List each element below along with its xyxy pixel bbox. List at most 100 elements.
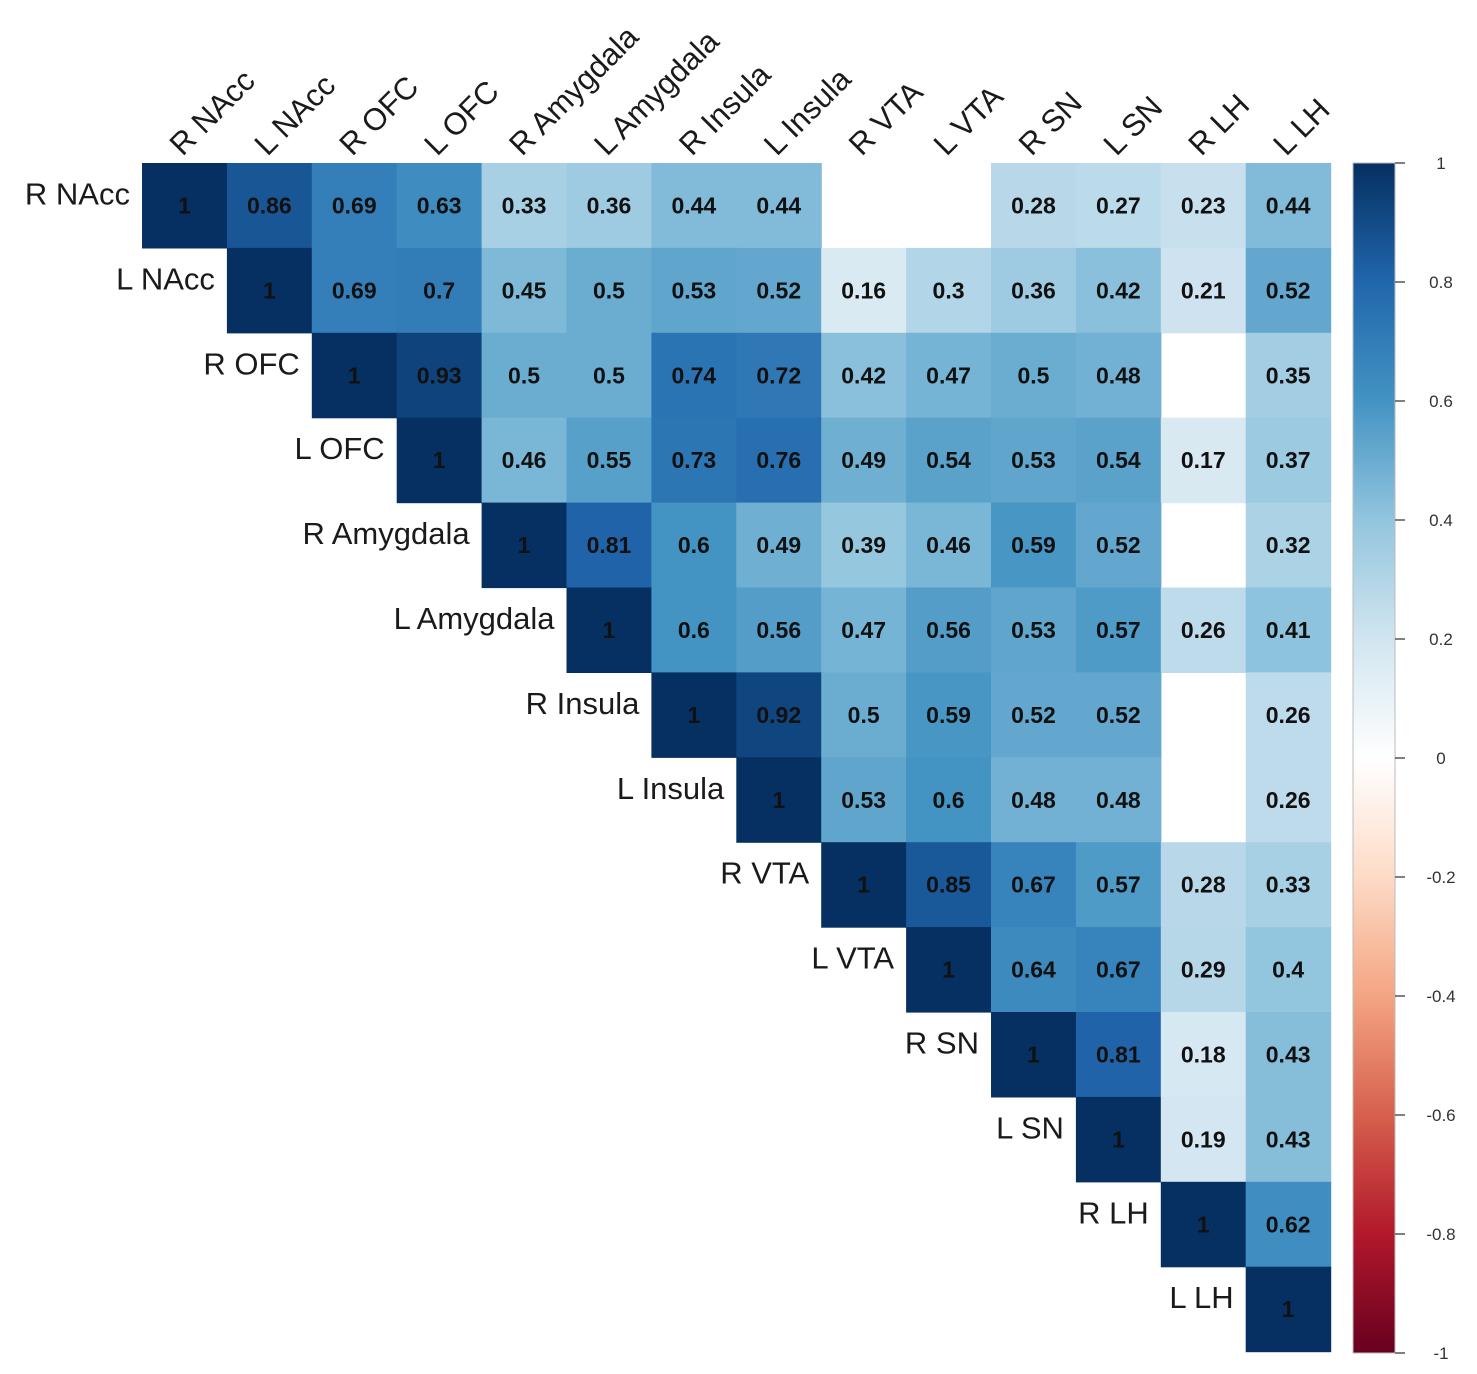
cell-label-l-amygdala-l-amygdala: 1 <box>603 617 616 643</box>
cell-label-l-ofc-r-sn: 0.53 <box>1011 447 1056 473</box>
heatmap-cells <box>142 163 1332 1353</box>
cell-l-vta-r-sn <box>991 927 1077 1013</box>
cell-r-amygdala-r-sn <box>991 502 1077 589</box>
row-label-l-vta: L VTA <box>811 941 894 976</box>
cell-label-r-nacc-l-amygdala: 0.36 <box>587 192 632 218</box>
cell-l-amygdala-l-insula <box>736 587 822 673</box>
cell-label-l-sn-r-lh: 0.19 <box>1181 1126 1226 1152</box>
cell-label-l-amygdala-l-lh: 0.41 <box>1266 617 1311 643</box>
cell-r-nacc-r-sn <box>991 163 1077 249</box>
cell-label-r-amygdala-l-amygdala: 0.81 <box>587 532 632 558</box>
cell-label-l-lh-l-lh: 1 <box>1282 1296 1295 1322</box>
cell-r-amygdala-l-sn <box>1075 502 1162 589</box>
cell-r-vta-r-sn <box>991 842 1077 928</box>
cell-r-lh-l-lh <box>1245 1181 1332 1268</box>
cell-l-ofc-l-vta <box>906 417 992 504</box>
cell-label-r-amygdala-r-amygdala: 1 <box>518 532 531 558</box>
cell-label-r-ofc-l-amygdala: 0.5 <box>593 362 625 388</box>
cell-r-amygdala-r-insula <box>651 502 737 589</box>
cell-r-insula-r-vta <box>821 672 907 758</box>
colorbar-tick-label: 0.6 <box>1429 392 1453 411</box>
cell-l-nacc-r-lh <box>1160 247 1247 334</box>
cell-r-ofc-l-vta <box>906 332 992 419</box>
cell-label-l-insula-r-sn: 0.48 <box>1011 787 1056 813</box>
cell-label-r-ofc-r-vta: 0.42 <box>841 362 886 388</box>
colorbar: 1 0.8 0.6 0.4 0.2 0 -0.2 -0.4 -0.6 -0.8 -1 <box>1352 154 1456 1363</box>
cell-r-nacc-l-nacc <box>226 163 313 249</box>
cell-r-sn-l-sn <box>1075 1012 1162 1098</box>
cell-r-nacc-l-lh <box>1245 163 1332 249</box>
cell-l-amygdala-r-insula <box>651 587 737 673</box>
cell-l-insula-r-vta <box>821 757 907 843</box>
cell-label-r-amygdala-l-sn: 0.52 <box>1096 532 1141 558</box>
cell-label-l-ofc-l-sn: 0.54 <box>1096 447 1141 473</box>
cell-l-vta-l-vta <box>906 927 992 1013</box>
cell-label-r-nacc-r-insula: 0.44 <box>671 192 716 218</box>
row-label-r-insula: R Insula <box>526 686 640 721</box>
cell-label-r-ofc-l-vta: 0.47 <box>926 362 971 388</box>
cell-label-l-amygdala-r-lh: 0.26 <box>1181 617 1226 643</box>
cell-label-l-amygdala-r-vta: 0.47 <box>841 617 886 643</box>
cell-label-l-nacc-r-lh: 0.21 <box>1181 277 1226 303</box>
row-label-l-lh: L LH <box>1169 1280 1233 1315</box>
cell-r-nacc-r-amygdala <box>481 163 568 249</box>
cell-l-insula-l-sn <box>1075 757 1162 843</box>
cell-label-l-ofc-l-vta: 0.54 <box>926 447 971 473</box>
cell-r-ofc-l-amygdala <box>566 332 652 419</box>
cell-l-nacc-l-vta <box>906 247 992 334</box>
cell-label-l-insula-l-sn: 0.48 <box>1096 787 1141 813</box>
cell-r-sn-l-lh <box>1245 1012 1332 1098</box>
cell-label-r-sn-l-sn: 0.81 <box>1096 1041 1141 1067</box>
cell-label-r-nacc-r-ofc: 0.69 <box>332 192 377 218</box>
cell-label-r-nacc-r-sn: 0.28 <box>1011 192 1056 218</box>
cell-l-vta-l-lh <box>1245 927 1332 1013</box>
cell-label-r-amygdala-l-vta: 0.46 <box>926 532 971 558</box>
colorbar-tick-label: 0.2 <box>1429 630 1453 649</box>
column-label-r-nacc: R NAcc <box>163 63 262 162</box>
cell-l-sn-l-lh <box>1245 1096 1332 1183</box>
column-label-r-lh: R LH <box>1181 87 1256 162</box>
cell-r-insula-l-vta <box>906 672 992 758</box>
row-label-l-insula: L Insula <box>617 771 725 806</box>
cell-l-nacc-l-sn <box>1075 247 1162 334</box>
cell-r-amygdala-l-vta <box>906 502 992 589</box>
cell-label-r-amygdala-l-lh: 0.32 <box>1266 532 1311 558</box>
cell-label-r-vta-l-sn: 0.57 <box>1096 872 1141 898</box>
cell-label-r-ofc-r-ofc: 1 <box>348 362 361 388</box>
cell-label-l-sn-l-lh: 0.43 <box>1266 1126 1311 1152</box>
cell-label-r-insula-r-insula: 1 <box>687 702 700 728</box>
cell-l-ofc-l-sn <box>1075 417 1162 504</box>
row-label-r-amygdala: R Amygdala <box>302 516 470 551</box>
row-label-r-vta: R VTA <box>720 856 809 891</box>
colorbar-tick-label: -0.4 <box>1426 987 1455 1006</box>
column-label-r-sn: R SN <box>1012 85 1089 162</box>
cell-label-r-nacc-r-nacc: 1 <box>178 192 191 218</box>
cell-r-nacc-l-amygdala <box>566 163 652 249</box>
cell-label-l-vta-l-vta: 1 <box>942 957 955 983</box>
cell-l-ofc-l-amygdala <box>566 417 652 504</box>
cell-l-ofc-r-lh <box>1160 417 1247 504</box>
cell-r-ofc-r-vta <box>821 332 907 419</box>
cell-l-nacc-r-amygdala <box>481 247 568 334</box>
colorbar-tick-label: -0.8 <box>1426 1225 1455 1244</box>
cell-r-ofc-r-sn <box>991 332 1077 419</box>
cell-label-r-lh-r-lh: 1 <box>1197 1211 1210 1237</box>
cell-label-r-vta-r-sn: 0.67 <box>1011 872 1056 898</box>
cell-l-ofc-l-insula <box>736 417 822 504</box>
cell-label-l-vta-r-sn: 0.64 <box>1011 957 1056 983</box>
cell-label-r-ofc-l-lh: 0.35 <box>1266 362 1311 388</box>
cell-l-insula-l-lh <box>1245 757 1332 843</box>
cell-l-vta-r-lh <box>1160 927 1247 1013</box>
cell-l-sn-l-sn <box>1075 1096 1162 1183</box>
cell-r-amygdala-l-insula <box>736 502 822 589</box>
cell-r-vta-l-lh <box>1245 842 1332 928</box>
cell-label-r-nacc-l-insula: 0.44 <box>756 192 801 218</box>
cell-l-amygdala-l-vta <box>906 587 992 673</box>
cell-label-l-nacc-l-ofc: 0.7 <box>423 277 455 303</box>
colorbar-tick-label: 1 <box>1436 154 1445 173</box>
cell-l-insula-r-sn <box>991 757 1077 843</box>
cell-label-r-insula-l-lh: 0.26 <box>1266 702 1311 728</box>
cell-label-l-nacc-l-insula: 0.52 <box>756 277 801 303</box>
cell-r-nacc-r-insula <box>651 163 737 249</box>
